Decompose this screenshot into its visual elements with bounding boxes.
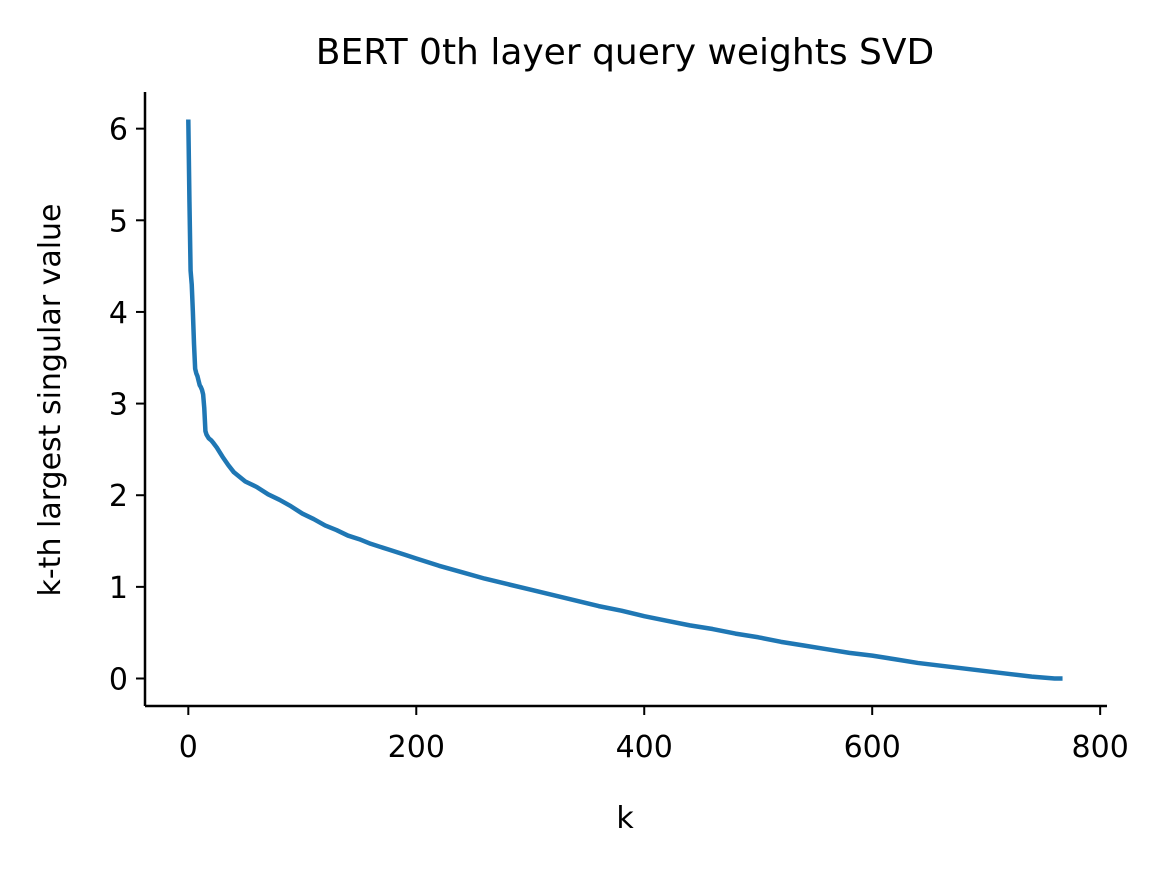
series-line-0	[186, 119, 1063, 681]
plot-area	[186, 119, 1063, 681]
y-axis-label: k-th largest singular value	[33, 203, 68, 596]
y-tick-label: 6	[109, 113, 128, 148]
x-axis-label: k	[616, 801, 634, 836]
y-tick-label: 0	[109, 663, 128, 698]
y-tick-label: 5	[109, 204, 128, 239]
x-tick-label: 400	[616, 730, 673, 765]
y-tick-label: 1	[109, 571, 128, 606]
y-axis-ticks: 0 1 2 3 4 5 6	[109, 113, 145, 698]
x-axis-ticks: 0 200 400 600 800	[179, 706, 1129, 765]
chart-title: BERT 0th layer query weights SVD	[316, 32, 934, 73]
y-tick-label: 3	[109, 388, 128, 423]
x-tick-label: 800	[1072, 730, 1129, 765]
y-tick-label: 2	[109, 479, 128, 514]
y-tick-label: 4	[109, 296, 128, 331]
x-tick-label: 0	[179, 730, 198, 765]
x-tick-label: 600	[844, 730, 901, 765]
x-tick-label: 200	[388, 730, 445, 765]
